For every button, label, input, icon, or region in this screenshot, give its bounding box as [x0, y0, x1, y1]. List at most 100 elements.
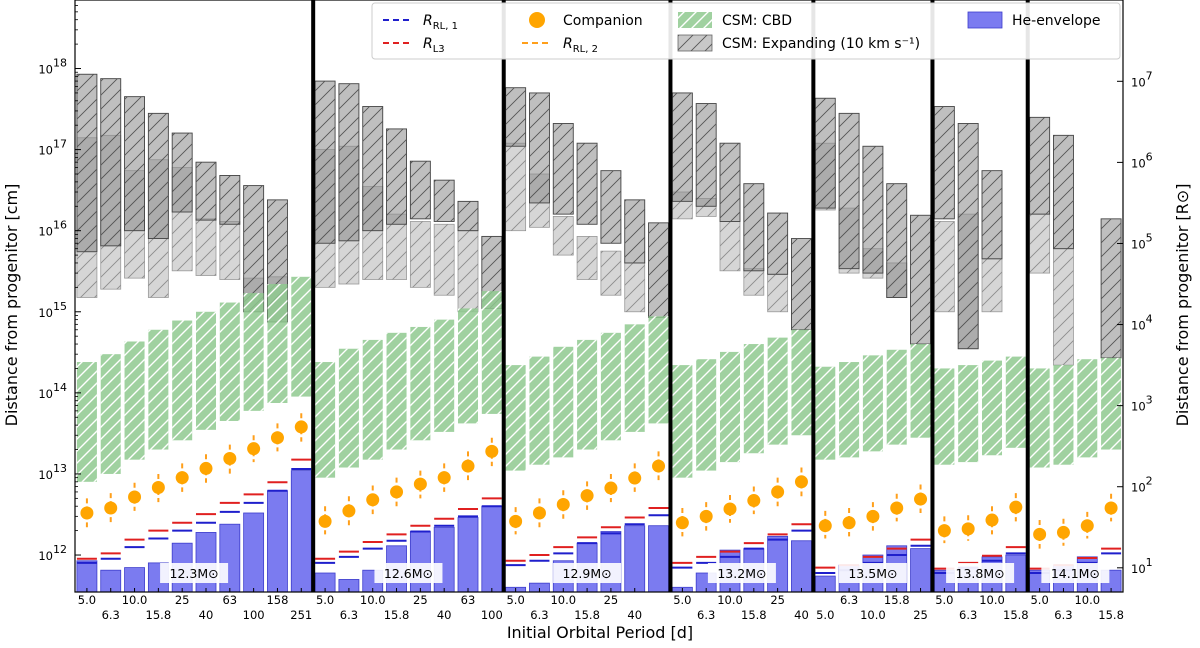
- mass-label-group-6: 14.1M⊙: [1041, 563, 1110, 583]
- legend-swatch-companion: [529, 12, 545, 28]
- csm-cbd-hatch-g1-b6: [457, 308, 479, 424]
- csm-expanding-dark-hatch-g2-b1: [529, 92, 550, 203]
- companion-point-g2-b1: [532, 506, 546, 520]
- mass-label-bg-3: [707, 563, 776, 583]
- companion-point-g3-b1: [699, 509, 713, 523]
- csm-expanding-dark-hatch-g1-b7: [481, 236, 502, 309]
- legend-swatch-expanding-hatch: [678, 35, 712, 51]
- csm-cbd-hatch-g2-b0: [505, 365, 526, 471]
- x-tick-label-g1-3: 15.8: [384, 608, 410, 622]
- y-tick-label-right-6-exp: 7: [1146, 69, 1153, 82]
- csm-expanding-dark-hatch-g2-b3: [577, 143, 598, 225]
- csm-expanding-dark-hatch-g3-b5: [791, 238, 812, 330]
- y-tick-label-right-6: 107: [1131, 69, 1153, 89]
- y-tick-label-left-3-base: 10: [38, 306, 53, 320]
- x-tick-label-g0-6: 63: [222, 593, 237, 607]
- companion-point-g4-b0: [818, 519, 832, 533]
- csm-expanding-dark-hatch-g1-b4: [410, 161, 431, 219]
- companion-point-g1-b5: [437, 471, 451, 485]
- csm-expanding-dark-hatch-g3-b1: [696, 103, 717, 207]
- csm-cbd-hatch-g0-b2: [124, 341, 145, 460]
- x-tick-label-g0-5: 40: [199, 608, 214, 622]
- companion-point-g5-b2: [985, 513, 999, 527]
- csm-cbd-hatch-g0-b4: [172, 320, 193, 441]
- csm-cbd-hatch-g6-b1: [1053, 365, 1074, 465]
- csm-expanding-light-hatch-g1-b6: [457, 230, 479, 312]
- mass-label-4: 13.5M⊙: [848, 566, 897, 581]
- companion-point-g2-b4: [604, 481, 618, 495]
- csm-cbd-hatch-g4-b2: [862, 355, 883, 452]
- companion-point-g3-b2: [723, 502, 737, 516]
- legend-label-r-l3: RL3: [423, 36, 445, 55]
- he-envelope-bar-g3-b5: [791, 540, 812, 592]
- y-tick-label-right-2: 103: [1131, 394, 1153, 414]
- mass-label-bg-4: [838, 563, 907, 583]
- mass-label-bg-2: [553, 563, 622, 583]
- csm-cbd-hatch-g2-b5: [624, 324, 645, 432]
- y-tick-label-left-5-base: 10: [38, 144, 53, 158]
- companion-point-g3-b0: [675, 516, 689, 530]
- mass-label-group-3: 13.2M⊙: [707, 563, 776, 583]
- bars-layer: [76, 73, 1122, 592]
- y-tick-label-right-0-exp: 1: [1146, 556, 1153, 569]
- csm-cbd-hatch-g3-b0: [672, 365, 693, 478]
- companion-point-g2-b6: [652, 459, 666, 473]
- csm-expanding-light-hatch-g2-b3: [577, 236, 598, 280]
- csm-expanding-dark-hatch-g1-b2: [362, 106, 383, 231]
- mass-label-bg-0: [160, 563, 229, 583]
- csm-cbd-hatch-g0-b1: [100, 354, 121, 474]
- legend-label-he-envelope: He-envelope: [1012, 13, 1101, 29]
- companion-point-g6-b1: [1056, 525, 1070, 539]
- companion-point-g0-b7: [247, 442, 261, 456]
- companion-point-g0-b6: [223, 452, 237, 466]
- y-tick-label-left-4-exp: 16: [53, 219, 67, 232]
- csm-expanding-light-hatch-g5-b0: [934, 221, 955, 312]
- x-tick-label-g0-3: 15.8: [146, 608, 172, 622]
- legend-label-r-rl1-sub: RL, 1: [433, 21, 458, 32]
- legend-swatch-he-envelope: [967, 11, 1003, 29]
- companion-point-g1-b1: [342, 504, 356, 518]
- csm-expanding-light-hatch-g2-b5: [624, 262, 645, 312]
- y-tick-label-right-2-base: 10: [1131, 400, 1146, 414]
- y-tick-label-left-3: 1015: [38, 300, 67, 320]
- x-tick-label-g3-1: 6.3: [697, 608, 715, 622]
- csm-cbd-hatch-g2-b6: [648, 316, 669, 424]
- y-tick-label-left-6: 1018: [38, 57, 67, 77]
- csm-expanding-light-hatch-g0-b5: [195, 218, 217, 276]
- x-tick-label-g2-3: 15.8: [574, 608, 600, 622]
- axes-frame: [74, 0, 1124, 593]
- y-tick-label-left-2: 1014: [38, 381, 67, 401]
- csm-cbd-hatch-g0-b5: [195, 311, 217, 430]
- csm-expanding-dark-hatch-g0-b6: [219, 175, 240, 225]
- x-tick-label-g2-2: 10.0: [550, 593, 576, 607]
- y-tick-label-right-4-base: 10: [1131, 237, 1146, 251]
- y-tick-label-right-3-base: 10: [1131, 319, 1146, 333]
- x-tick-label-g3-3: 15.8: [741, 608, 767, 622]
- y-tick-label-right-6-base: 10: [1131, 75, 1146, 89]
- x-tick-label-g5-2: 10.0: [979, 593, 1005, 607]
- csm-cbd-hatch-g3-b4: [767, 337, 788, 445]
- csm-expanding-dark-hatch-g2-b0: [505, 87, 526, 147]
- csm-expanding-dark-hatch-g5-b1: [958, 123, 979, 349]
- csm-expanding-dark-hatch-g3-b4: [767, 213, 788, 275]
- x-tick-label-g5-3: 15.8: [1003, 608, 1029, 622]
- csm-cbd-hatch-g3-b2: [719, 351, 741, 463]
- companion-point-g4-b4: [914, 492, 928, 506]
- csm-expanding-dark-hatch-g0-b3: [148, 113, 169, 239]
- csm-expanding-dark-hatch-g3-b0: [672, 92, 693, 202]
- companion-point-g5-b1: [961, 522, 975, 536]
- csm-expanding-dark-hatch-g1-b1: [338, 83, 359, 241]
- companion-point-g1-b0: [318, 514, 332, 528]
- y-tick-label-right-2-exp: 3: [1146, 394, 1153, 407]
- csm-cbd-hatch-g1-b7: [481, 291, 502, 414]
- csm-expanding-dark-hatch-g0-b4: [172, 133, 193, 213]
- y-tick-label-left-1: 1013: [38, 462, 67, 482]
- legend-box: [371, 2, 1121, 60]
- y-tick-label-right-0: 101: [1131, 556, 1153, 576]
- csm-cbd-hatch-g2-b2: [553, 346, 574, 458]
- companion-point-g1-b7: [485, 444, 499, 458]
- y-tick-label-left-4-base: 10: [38, 225, 53, 239]
- csm-cbd-hatch-g3-b1: [696, 359, 717, 471]
- x-tick-label-g4-2: 10.0: [860, 608, 886, 622]
- csm-expanding-dark-hatch-g4-b1: [839, 113, 860, 269]
